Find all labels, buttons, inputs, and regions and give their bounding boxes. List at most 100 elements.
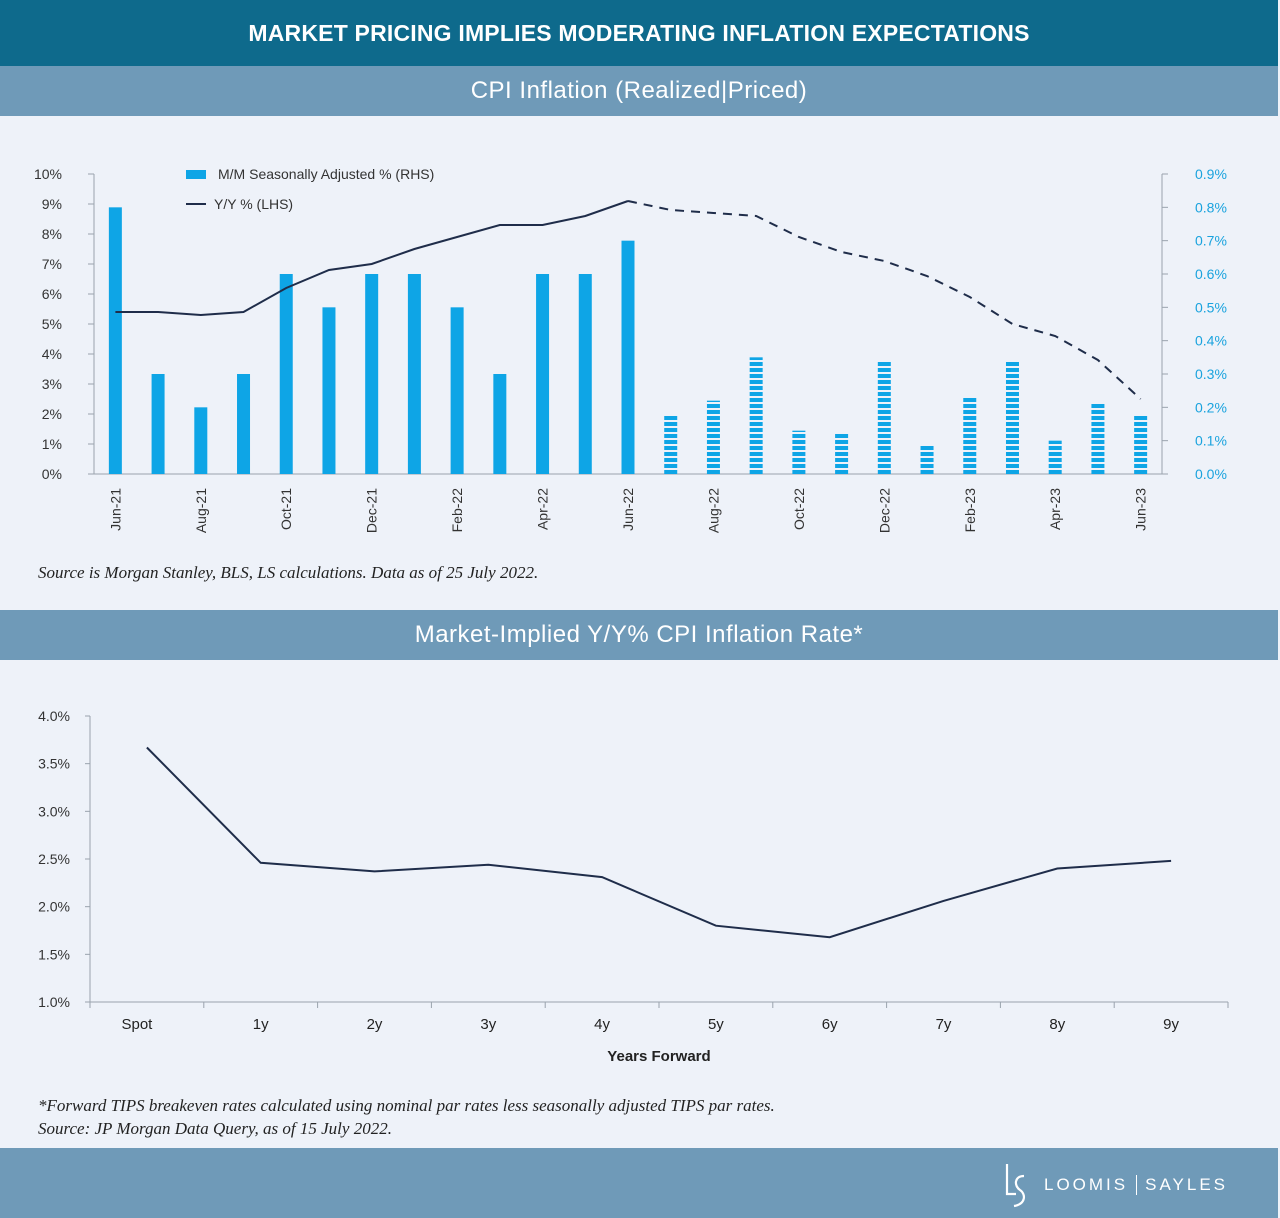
bar-Apr-23: [1048, 440, 1062, 474]
chart1-header: CPI Inflation (Realized|Priced): [0, 66, 1278, 116]
yy-line-realized: [115, 200, 629, 317]
bar-Jan-22: [407, 274, 421, 474]
implied-cpi-line: [146, 746, 1172, 939]
loomis-sayles-logo: LOOMIS SAYLES: [1002, 1162, 1228, 1208]
y-tick-label: 4.0%: [38, 708, 70, 724]
x-tick-label: Feb-22: [449, 488, 465, 533]
x-tick-label: Oct-21: [278, 488, 294, 530]
bar-Jun-23: [1134, 414, 1148, 474]
ls-logo-icon: [1005, 1164, 1025, 1208]
bar-Nov-21: [322, 307, 336, 474]
chart2-footnote: *Forward TIPS breakeven rates calculated…: [38, 1096, 775, 1115]
bar-Feb-23: [963, 397, 977, 474]
bar-Jun-21: [108, 207, 122, 474]
chart1-panel: 0% 1% 2% 3% 4% 5% 6% 7% 8% 9% 10% 0.0% 0.1% 0.2% 0.3% 0…: [0, 116, 1278, 606]
x-tick-label: Jun-22: [620, 488, 636, 531]
x-tick-label: Jun-23: [1133, 488, 1149, 531]
right-tick-label: 0.9%: [1195, 166, 1227, 182]
right-tick-label: 0.1%: [1195, 433, 1227, 449]
legend-line-label: Y/Y % (LHS): [214, 196, 293, 212]
right-tick-label: 0.5%: [1195, 299, 1227, 315]
x-tick-label: 4y: [594, 1016, 610, 1033]
bar-Sep-22: [749, 357, 763, 474]
bar-Jun-22: [621, 240, 635, 474]
x-tick-label: Apr-23: [1047, 488, 1063, 530]
x-tick-label: Aug-22: [705, 488, 721, 533]
x-tick-label: 3y: [480, 1016, 496, 1033]
left-tick-label: 2%: [42, 406, 62, 422]
bar-Mar-22: [493, 374, 507, 474]
x-tick-label: Apr-22: [535, 488, 551, 530]
right-tick-label: 0.0%: [1195, 466, 1227, 482]
bar-Mar-23: [1005, 360, 1019, 474]
chart1-source: Source is Morgan Stanley, BLS, LS calcul…: [38, 563, 539, 582]
yy-line-priced: [627, 200, 1142, 400]
y-tick-label: 1.0%: [38, 994, 70, 1010]
x-tick-label: 2y: [367, 1016, 383, 1033]
y-tick-label: 3.5%: [38, 756, 70, 772]
left-tick-label: 3%: [42, 376, 62, 392]
bar-Oct-22: [792, 430, 806, 474]
bar-Jan-23: [920, 444, 934, 474]
bar-Jul-22: [664, 414, 678, 474]
chart2-title: Market-Implied Y/Y% CPI Inflation Rate*: [414, 621, 864, 648]
chart2-header: Market-Implied Y/Y% CPI Inflation Rate*: [0, 610, 1278, 660]
bar-May-23: [1091, 404, 1105, 474]
x-tick-label: Jun-21: [107, 488, 123, 531]
x-tick-label: 5y: [708, 1016, 724, 1033]
left-tick-label: 5%: [42, 316, 62, 332]
left-tick-label: 4%: [42, 346, 62, 362]
x-tick-label: Spot: [121, 1016, 153, 1033]
x-tick-label: 1y: [253, 1016, 269, 1033]
right-tick-label: 0.7%: [1195, 233, 1227, 249]
chart1-title: CPI Inflation (Realized|Priced): [470, 77, 808, 104]
x-tick-label: Feb-23: [962, 488, 978, 533]
bar-Dec-22: [877, 360, 891, 474]
market-implied-cpi-chart: 1.0% 1.5% 2.0% 2.5% 3.0% 3.5% 4.0% Spot 1y 2y 3y 4y…: [38, 708, 1229, 1065]
bar-Aug-22: [706, 400, 720, 474]
x-tick-label: Oct-22: [791, 488, 807, 530]
y-tick-label: 2.5%: [38, 851, 70, 867]
left-tick-label: 7%: [42, 256, 62, 272]
legend-bar-swatch: [186, 170, 206, 179]
x-tick-label: 9y: [1163, 1016, 1179, 1033]
logo-text-left: LOOMIS: [1043, 1174, 1129, 1194]
y-tick-label: 2.0%: [38, 899, 70, 915]
left-tick-label: 8%: [42, 226, 62, 242]
bar-Dec-21: [365, 274, 379, 474]
legend-bar-label: M/M Seasonally Adjusted % (RHS): [218, 166, 434, 182]
chart2-panel: 1.0% 1.5% 2.0% 2.5% 3.0% 3.5% 4.0% Spot 1y 2y 3y 4y…: [0, 660, 1278, 1148]
bar-Oct-21: [279, 274, 293, 474]
left-tick-label: 1%: [42, 436, 62, 452]
page-title: MARKET PRICING IMPLIES MODERATING INFLAT…: [248, 19, 1030, 46]
right-tick-label: 0.3%: [1195, 366, 1227, 382]
y-tick-label: 1.5%: [38, 946, 70, 962]
left-tick-label: 0%: [42, 466, 62, 482]
x-tick-label: 8y: [1049, 1016, 1065, 1033]
x-tick-label: 6y: [822, 1016, 838, 1033]
right-tick-label: 0.4%: [1195, 333, 1227, 349]
x-tick-label: 7y: [936, 1016, 952, 1033]
left-tick-label: 6%: [42, 286, 62, 302]
y-tick-label: 3.0%: [38, 803, 70, 819]
left-tick-label: 10%: [34, 166, 62, 182]
bar-May-22: [578, 274, 592, 474]
x-tick-label: Dec-21: [364, 488, 380, 533]
x-axis-title: Years Forward: [607, 1048, 710, 1065]
logo-text-right: SAYLES: [1145, 1174, 1228, 1194]
right-tick-label: 0.6%: [1195, 266, 1227, 282]
footer: LOOMIS SAYLES: [0, 1148, 1278, 1218]
left-tick-label: 9%: [42, 196, 62, 212]
right-tick-label: 0.8%: [1195, 199, 1227, 215]
x-tick-label: Dec-22: [876, 488, 892, 533]
x-tick-label: Aug-21: [193, 488, 209, 533]
right-tick-label: 0.2%: [1195, 399, 1227, 415]
chart2-source: Source: JP Morgan Data Query, as of 15 J…: [38, 1119, 392, 1138]
bar-Jul-21: [151, 374, 165, 474]
page-title-banner: MARKET PRICING IMPLIES MODERATING INFLAT…: [0, 0, 1278, 66]
bar-Aug-21: [194, 407, 208, 474]
bar-Nov-22: [835, 434, 849, 474]
bar-Feb-22: [450, 307, 464, 474]
bar-Apr-22: [536, 274, 550, 474]
cpi-inflation-chart: 0% 1% 2% 3% 4% 5% 6% 7% 8% 9% 10% 0.0% 0.1% 0.2% 0.3% 0…: [34, 166, 1227, 533]
